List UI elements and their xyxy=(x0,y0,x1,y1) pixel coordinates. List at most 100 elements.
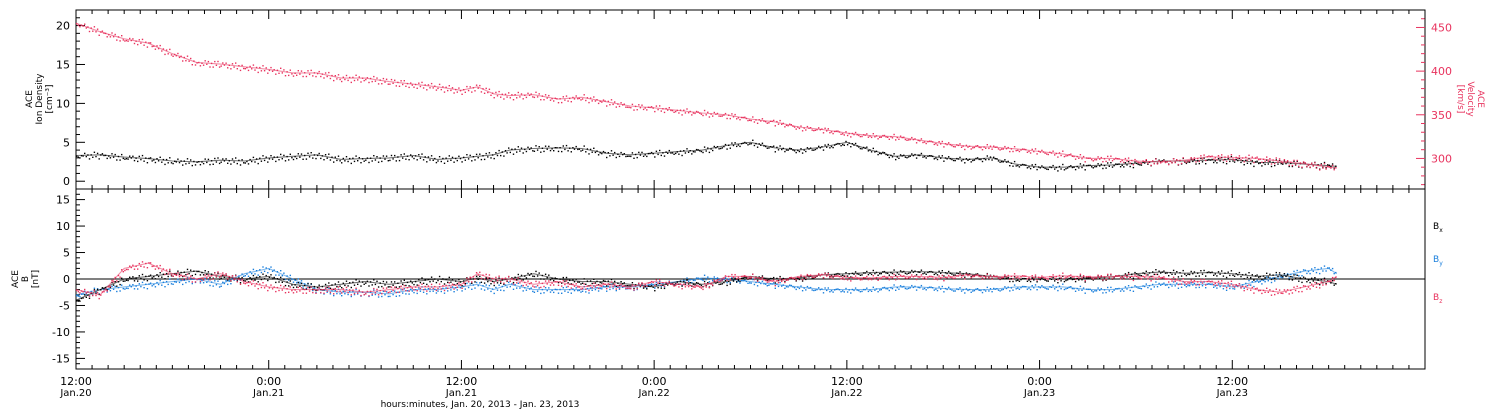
ion-density-point xyxy=(385,155,388,157)
b-y-point xyxy=(536,290,539,292)
b-x-point xyxy=(138,275,140,277)
b-z-point xyxy=(1277,292,1279,295)
b-x-point xyxy=(337,281,340,283)
b-y-point xyxy=(137,288,139,290)
b-z-point xyxy=(1256,287,1258,289)
b-x-point xyxy=(811,277,813,279)
velocity-point xyxy=(448,85,450,87)
b-y-point xyxy=(1314,267,1316,269)
b-y-point xyxy=(1211,283,1213,285)
b-x-point xyxy=(1187,273,1189,275)
ion-density-point xyxy=(1282,163,1284,165)
ion-density-point xyxy=(1185,162,1188,165)
b-z-point xyxy=(244,282,246,285)
ion-density-point xyxy=(469,154,471,157)
b-y-point xyxy=(830,290,833,292)
b-y-point xyxy=(883,286,886,289)
ion-density-point xyxy=(119,159,121,161)
b-y-point xyxy=(602,285,605,287)
velocity-point xyxy=(297,70,299,72)
b-y-point xyxy=(588,292,590,294)
b-x-point xyxy=(114,281,116,283)
ion-density-point xyxy=(149,157,152,159)
ion-density-point xyxy=(732,144,735,147)
b-x-point xyxy=(80,297,83,300)
b-y-point xyxy=(1082,287,1085,289)
b-z-point xyxy=(1079,273,1082,275)
velocity-point xyxy=(716,112,719,115)
b-y-point xyxy=(413,291,415,294)
b-z-point xyxy=(289,286,291,288)
b-x-point xyxy=(353,284,356,286)
b-z-point xyxy=(222,272,224,274)
b-x-point xyxy=(1193,271,1196,273)
b-y-point xyxy=(1046,288,1048,290)
b-y-point xyxy=(418,287,420,289)
b-y-point xyxy=(1163,282,1165,284)
velocity-point xyxy=(798,127,801,130)
b-y-point xyxy=(191,282,193,285)
b-z-point xyxy=(1091,277,1093,279)
b-z-point xyxy=(1152,275,1154,278)
b-y-point xyxy=(390,290,393,292)
velocity-point xyxy=(854,131,857,134)
ion-density-point xyxy=(350,162,352,165)
ion-density-points xyxy=(76,139,1337,172)
b-z-point xyxy=(341,292,343,294)
b-x-point xyxy=(289,280,291,282)
b-y-point xyxy=(606,290,608,292)
b-z-point xyxy=(1110,273,1112,275)
ion-density-point xyxy=(445,157,447,159)
velocity-point xyxy=(1070,153,1072,155)
b-x-point xyxy=(1302,276,1305,278)
b-x-point xyxy=(77,300,79,302)
b-z-point xyxy=(1291,292,1294,294)
ion-density-point xyxy=(805,150,807,153)
b-z-point xyxy=(233,278,235,281)
ion-density-point xyxy=(779,145,781,147)
b-z-point xyxy=(1214,282,1216,284)
b-z-point xyxy=(861,278,863,281)
b-x-point xyxy=(278,281,280,283)
ion-density-point xyxy=(583,145,585,147)
b-x-point xyxy=(464,282,466,285)
ion-density-point xyxy=(599,152,601,154)
b-y-point xyxy=(506,286,508,288)
b-z-point xyxy=(609,286,611,288)
velocity-point xyxy=(249,65,251,68)
b-z-point xyxy=(601,285,603,287)
velocity-point xyxy=(149,42,152,44)
ion-density-point xyxy=(686,148,688,150)
b-y-point xyxy=(846,291,849,293)
b-z-point xyxy=(109,285,112,288)
ion-density-point xyxy=(612,154,614,156)
b-y-point xyxy=(660,285,662,287)
b-y-point xyxy=(1195,286,1197,289)
ion-density-point xyxy=(723,145,725,148)
b-z-point xyxy=(312,291,314,294)
velocity-point xyxy=(724,112,727,115)
b-x-point xyxy=(832,276,834,278)
b-y-point xyxy=(896,286,898,289)
ion-density-point xyxy=(358,157,360,159)
b-x-point xyxy=(257,281,259,283)
velocity-point xyxy=(218,66,221,68)
b-z-point xyxy=(1285,291,1287,293)
ion-density-point xyxy=(1277,163,1279,165)
ion-density-point xyxy=(374,159,377,161)
velocity-point xyxy=(1309,166,1311,169)
ion-density-point xyxy=(485,152,487,155)
velocity-point xyxy=(96,28,99,30)
ion-density-point xyxy=(167,162,169,164)
b-x-point xyxy=(270,274,272,276)
b-z-point xyxy=(536,284,539,287)
b-x-point xyxy=(427,278,430,280)
b-y-point xyxy=(575,287,577,289)
b-x-point xyxy=(870,273,873,276)
b-z-point xyxy=(103,291,105,293)
b-y-point xyxy=(1044,287,1046,289)
ion-density-point xyxy=(394,154,396,157)
ion-density-point xyxy=(1270,165,1273,168)
b-z-point xyxy=(530,282,532,284)
ion-density-point xyxy=(141,154,144,157)
